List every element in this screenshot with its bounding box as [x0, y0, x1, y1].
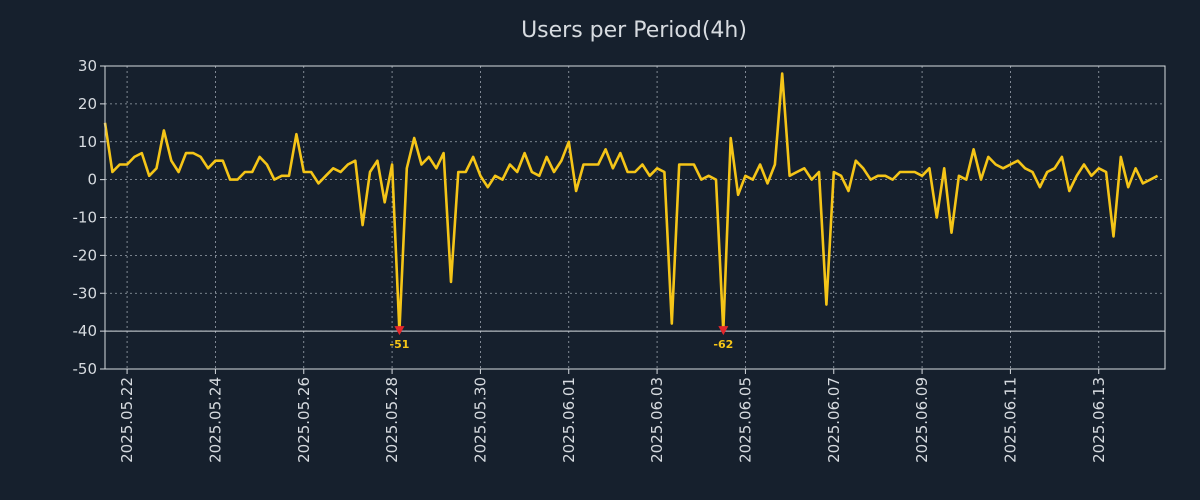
x-tick-label: 2025.05.28: [383, 377, 401, 463]
x-tick-label: 2025.06.09: [913, 377, 931, 463]
x-tick-label: 2025.05.30: [471, 377, 489, 463]
x-tick-label: 2025.06.03: [648, 377, 666, 463]
y-tick-label: 20: [78, 95, 97, 113]
y-tick-label: -20: [73, 246, 98, 264]
y-tick-label: 0: [87, 171, 97, 189]
x-tick-label: 2025.06.11: [1001, 377, 1019, 463]
y-tick-label: -10: [73, 209, 98, 227]
plot-frame: [104, 65, 1166, 370]
clip-marker: [394, 326, 405, 336]
y-tick-label: 30: [78, 57, 97, 75]
y-tick-label: -30: [73, 284, 98, 302]
x-tick-label: 2025.06.13: [1090, 377, 1108, 463]
y-tick-label: -50: [73, 360, 98, 378]
x-axis: 2025.05.22 2025.05.24 2025.05.26 2025.05.28…: [118, 369, 1108, 463]
clip-marker: [718, 326, 729, 336]
chart-title: Users per Period(4h): [521, 18, 747, 43]
x-tick-label: 2025.05.26: [295, 377, 313, 463]
y-axis: 30 20 10 0 -10 -20 -30 -40 -50: [73, 57, 105, 378]
x-tick-label: 2025.06.07: [825, 377, 843, 463]
x-tick-label: 2025.05.22: [118, 377, 136, 463]
x-tick-label: 2025.06.05: [736, 377, 754, 463]
clip-value-label: -62: [713, 338, 733, 351]
clip-value-label: -51: [390, 338, 410, 351]
x-tick-label: 2025.05.24: [206, 377, 224, 463]
series-group: [103, 72, 1159, 333]
series-line: [103, 72, 1159, 333]
y-tick-label: -40: [73, 322, 98, 340]
grid: [105, 66, 1165, 369]
y-tick-label: 10: [78, 133, 97, 151]
clip-markers: -51 -62: [390, 326, 733, 351]
x-tick-label: 2025.06.01: [560, 377, 578, 463]
